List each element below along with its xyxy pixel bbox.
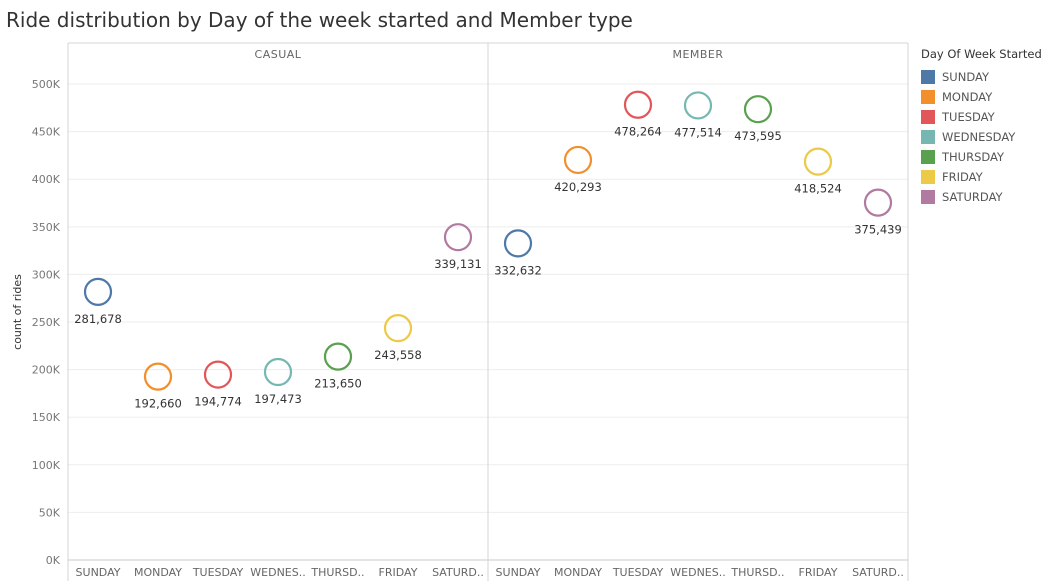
legend-item[interactable]: MONDAY [921,87,1042,107]
panel-frame [67,42,909,581]
data-marks: 281,678 192,660 194,774 197,473 213,650 243,5… [74,90,902,411]
data-label: 192,660 [134,397,182,411]
y-tick-label: 400K [32,173,61,186]
data-point [803,147,833,176]
data-label: 375,439 [854,223,902,237]
legend-swatch [921,110,935,124]
x-tick-label: SUNDAY [76,566,121,579]
data-point [503,229,533,258]
data-label: 478,264 [614,125,662,139]
y-tick-label: 300K [32,268,61,281]
legend-label: WEDNESDAY [942,130,1016,144]
y-axis: 0K 50K 100K 150K 200K 250K 300K 350K 400K 450K 500… [32,78,61,567]
legend-label: THURSDAY [942,150,1005,164]
legend-swatch [921,130,935,144]
data-point [443,223,473,252]
data-label: 197,473 [254,392,302,406]
data-point [563,145,593,175]
chart-canvas: 0K 50K 100K 150K 200K 250K 300K 350K 400K 450K 500… [11,42,909,581]
legend-label: TUESDAY [942,110,995,124]
y-tick-label: 150K [32,411,61,424]
legend-swatch [921,70,935,84]
legend-title: Day Of Week Started [921,47,1042,61]
legend-item[interactable]: WEDNESDAY [921,127,1042,147]
x-tick-label: MONDAY [554,566,602,579]
data-label: 194,774 [194,395,242,409]
legend-label: MONDAY [942,90,993,104]
y-tick-label: 350K [32,221,61,234]
data-point [623,90,653,119]
legend-item[interactable]: FRIDAY [921,167,1042,187]
legend: Day Of Week Started SUNDAY MONDAY TUESDAY W… [921,47,1042,207]
legend-item[interactable]: THURSDAY [921,147,1042,167]
data-label: 281,678 [74,312,122,326]
x-tick-label: THURSD.. [730,566,784,579]
legend-label: FRIDAY [942,170,983,184]
panel-headers: CASUAL MEMBER [255,48,723,61]
x-tick-label: WEDNES.. [250,566,305,579]
data-label: 420,293 [554,180,602,194]
x-tick-label: TUESDAY [612,566,664,579]
data-point [383,314,413,343]
legend-swatch [921,90,935,104]
data-label: 213,650 [314,377,362,391]
x-tick-label: FRIDAY [799,566,838,579]
x-tick-label: SATURD.. [852,566,904,579]
panel-header-member: MEMBER [672,48,723,61]
legend-swatch [921,170,935,184]
x-tick-label: MONDAY [134,566,182,579]
data-point [683,91,713,120]
data-point [863,188,893,217]
x-tick-label: THURSD.. [310,566,364,579]
y-tick-label: 250K [32,316,61,329]
data-label: 477,514 [674,125,722,139]
y-tick-label: 0K [46,554,61,567]
data-point [263,357,293,387]
legend-item[interactable]: TUESDAY [921,107,1042,127]
y-tick-label: 500K [32,78,61,91]
legend-items: SUNDAY MONDAY TUESDAY WEDNESDAY THURSDAY FRID… [921,67,1042,207]
legend-swatch [921,190,935,204]
legend-item[interactable]: SATURDAY [921,187,1042,207]
y-tick-label: 200K [32,364,61,377]
x-tick-label: FRIDAY [379,566,418,579]
x-axis: SUNDAY MONDAY TUESDAY WEDNES.. THURSD.. FRIDA… [76,566,904,579]
data-label: 332,632 [494,263,542,277]
data-label: 339,131 [434,257,482,271]
data-point [203,360,233,389]
x-tick-label: SATURD.. [432,566,484,579]
x-tick-label: SUNDAY [496,566,541,579]
legend-item[interactable]: SUNDAY [921,67,1042,87]
x-tick-label: WEDNES.. [670,566,725,579]
y-tick-label: 450K [32,126,61,139]
data-point [323,342,353,371]
chart-title: Ride distribution by Day of the week sta… [6,8,633,32]
y-tick-label: 100K [32,459,61,472]
data-label: 243,558 [374,348,422,362]
panel-header-casual: CASUAL [255,48,302,61]
data-point [143,362,173,391]
legend-label: SUNDAY [942,70,989,84]
data-point [743,95,773,124]
legend-label: SATURDAY [942,190,1003,204]
x-tick-label: TUESDAY [192,566,244,579]
y-axis-label: count of rides [11,274,24,350]
legend-swatch [921,150,935,164]
data-label: 473,595 [734,129,782,143]
data-point [83,277,113,306]
y-tick-label: 50K [39,506,61,519]
data-label: 418,524 [794,182,842,196]
